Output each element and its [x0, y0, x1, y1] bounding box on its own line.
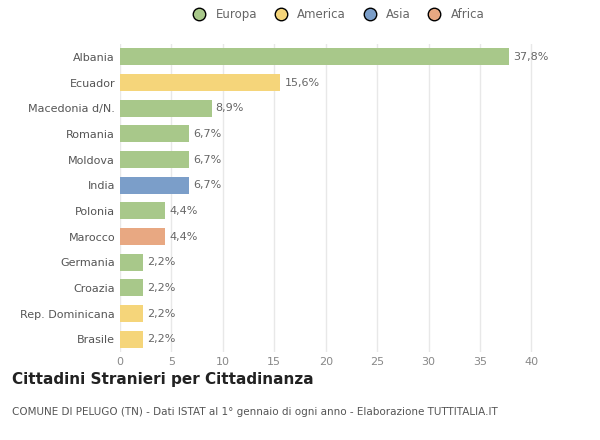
- Text: 6,7%: 6,7%: [193, 154, 221, 165]
- Text: 8,9%: 8,9%: [215, 103, 244, 113]
- Text: 4,4%: 4,4%: [169, 206, 198, 216]
- Bar: [120, 151, 189, 168]
- Bar: [120, 48, 509, 65]
- Bar: [120, 177, 189, 194]
- Bar: [120, 125, 189, 142]
- Bar: [120, 74, 280, 91]
- Bar: [120, 228, 165, 245]
- Bar: [120, 202, 165, 219]
- Text: 2,2%: 2,2%: [147, 283, 175, 293]
- Bar: [120, 254, 143, 271]
- Text: 4,4%: 4,4%: [169, 231, 198, 242]
- Bar: [120, 331, 143, 348]
- Bar: [120, 305, 143, 322]
- Text: 2,2%: 2,2%: [147, 308, 175, 319]
- Bar: [120, 100, 212, 117]
- Text: 2,2%: 2,2%: [147, 257, 175, 267]
- Text: Cittadini Stranieri per Cittadinanza: Cittadini Stranieri per Cittadinanza: [12, 372, 314, 387]
- Text: 6,7%: 6,7%: [193, 180, 221, 190]
- Text: 2,2%: 2,2%: [147, 334, 175, 344]
- Text: COMUNE DI PELUGO (TN) - Dati ISTAT al 1° gennaio di ogni anno - Elaborazione TUT: COMUNE DI PELUGO (TN) - Dati ISTAT al 1°…: [12, 407, 498, 417]
- Legend: Europa, America, Asia, Africa: Europa, America, Asia, Africa: [182, 4, 490, 26]
- Bar: [120, 279, 143, 296]
- Text: 15,6%: 15,6%: [284, 77, 320, 88]
- Text: 37,8%: 37,8%: [513, 52, 548, 62]
- Text: 6,7%: 6,7%: [193, 129, 221, 139]
